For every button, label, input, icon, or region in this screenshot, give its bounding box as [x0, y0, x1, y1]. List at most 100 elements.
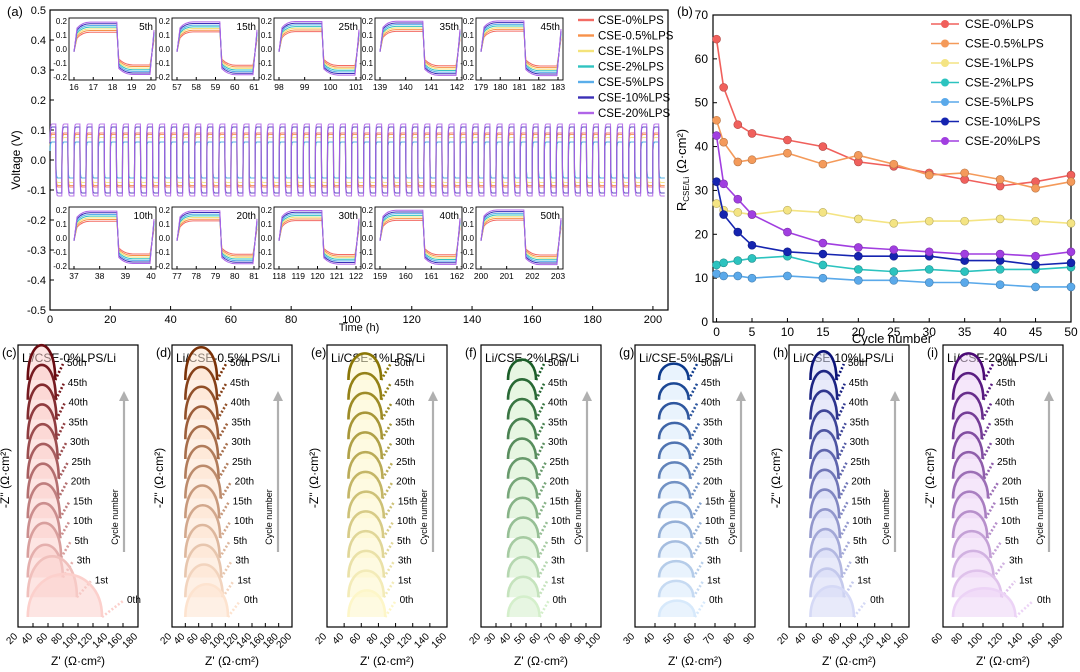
panel-a-inset-xtick-label: 79	[211, 271, 221, 281]
panel-c-xlabel: Z' (Ω·cm²)	[51, 654, 105, 668]
panel-a-inset-xtick-label: 142	[450, 82, 464, 92]
panel-a-inset-ytick-label: 0.2	[159, 17, 171, 26]
panel-c-tail	[57, 462, 69, 480]
panel-a-inset-xtick-label: 200	[474, 271, 488, 281]
panel-i-arc-fill	[953, 412, 982, 440]
panel-f-spectrum-label: 40th	[548, 398, 567, 409]
panel-h-arc	[809, 528, 842, 558]
panel-i-arc-fill	[953, 471, 989, 499]
panel-a-inset-xtick-label: 202	[525, 271, 539, 281]
panel-i-spectrum-label: 25th	[997, 457, 1016, 468]
panel-b-point-CSE-1%LPS	[783, 205, 792, 215]
panel-b-point-CSE-10%LPS	[719, 210, 728, 219]
panel-b-point-CSE-20%LPS	[960, 249, 969, 259]
panel-g-arc-fill	[659, 403, 689, 420]
panel-a-inset-xtick-label: 101	[349, 82, 363, 92]
panel-a-xtick-label: 120	[403, 314, 421, 326]
panel-a-inset-ytick-label: -0.1	[460, 59, 474, 68]
panel-h-arc	[809, 488, 841, 519]
panel-i-tail	[981, 442, 993, 460]
panel-a-xtick-label: 140	[463, 314, 481, 326]
panel-b-point-CSE-2%LPS	[889, 267, 899, 276]
panel-a-xtick-label: 180	[583, 314, 601, 326]
panel-f-arc-fill	[508, 379, 537, 400]
panel-a-inset-series-CSE-20%LPS	[379, 20, 461, 76]
panel-a-inset-label: 5th	[139, 22, 153, 33]
panel-d-tail	[216, 442, 229, 460]
panel-f-xtick-label: 30	[482, 631, 498, 647]
panel-b-point-CSE-5%LPS	[889, 276, 899, 285]
panel-b-xtick-label: 40	[993, 325, 1007, 339]
panel-a-inset-series-CSE-20%LPS	[73, 21, 155, 76]
panel-b-legend-label: CSE-0.5%LPS	[965, 37, 1044, 51]
panel-i-tail	[984, 501, 997, 519]
panel-d-xlabel: Z' (Ω·cm²)	[205, 654, 259, 668]
panel-c-spectrum-label: 10th	[73, 516, 92, 527]
panel-g-arc	[657, 599, 697, 618]
panel-h-arc-fill	[810, 586, 854, 617]
panel-b-resistance-plot: (b) 0 10 20 30 40 50 60 70 0 5 10 15 20 25 30 35 40 45 50 Cy…	[674, 4, 1078, 346]
panel-a-inset-ytick-label: 0.0	[261, 234, 273, 243]
panel-i-spectrum-label: 1st	[1019, 575, 1033, 586]
panel-f-arc-fill	[508, 517, 539, 538]
panel-g-tail	[689, 442, 701, 460]
panel-i-arc	[951, 451, 986, 479]
panel-d-frame	[171, 344, 293, 628]
panel-i-xtick-label: 60	[929, 631, 945, 647]
panel-f-xtick-label: 40	[497, 631, 513, 647]
panel-a-inset-label: 30th	[339, 211, 358, 222]
panel-a-xtick-label: 80	[285, 314, 297, 326]
panel-f-arc-fill	[508, 478, 538, 499]
panel-i-tail	[982, 383, 994, 401]
panel-a-inset-ytick-label: 0.0	[159, 234, 171, 243]
panel-i-arc	[951, 510, 989, 539]
panel-e-tail	[384, 600, 397, 618]
panel-g-arc-fill	[659, 561, 694, 578]
panel-a-inset-ytick-label: -0.2	[359, 262, 373, 271]
panel-i-arc-fill	[953, 373, 984, 400]
panel-h-tail	[837, 462, 848, 480]
panel-i-tail	[986, 521, 999, 539]
panel-c-spectrum-label: 25th	[72, 457, 91, 468]
panel-b-point-CSE-10%LPS	[818, 249, 828, 259]
panel-a-xtick-label: 200	[644, 314, 662, 326]
panel-g-arc	[657, 560, 695, 578]
panel-f-tail	[537, 521, 549, 539]
panel-f-tail	[538, 600, 550, 618]
panel-c-tail	[54, 363, 65, 381]
panel-a-ytick-label: -0.1	[27, 185, 46, 197]
panel-d-spectrum-label: 45th	[230, 378, 249, 389]
panel-a-inset-series-CSE-20%LPS	[480, 209, 562, 266]
panel-e-arc-fill	[348, 511, 384, 538]
panel-b-point-CSE-0.5%LPS	[1031, 183, 1040, 193]
panel-c-xtick-label: 40	[19, 631, 35, 647]
panel-g-arc	[657, 441, 692, 460]
panel-d-spectrum-label: 10th	[234, 516, 253, 527]
panel-f-tail	[536, 481, 547, 500]
panel-b-point-CSE-2%LPS	[747, 254, 757, 263]
panel-i-spectrum-label: 40th	[995, 398, 1014, 409]
panel-d-tail	[217, 462, 230, 480]
panel-g-tail	[690, 521, 703, 539]
panel-c-spectrum-label: 5th	[75, 536, 89, 547]
panel-b-point-CSE-0.5%LPS	[854, 151, 863, 160]
panel-d-arc	[184, 484, 221, 519]
panel-c-arc	[26, 521, 63, 558]
panel-f-xtick-label: 70	[542, 631, 558, 647]
panel-f-spectrum-label: 25th	[550, 457, 569, 468]
panel-a-inset-ytick-label: 0.2	[463, 206, 475, 215]
panel-a-inset-ytick-label: 0.1	[463, 31, 475, 40]
panel-i-spectrum-label: 3th	[1009, 556, 1023, 567]
panel-c-arc	[26, 462, 60, 499]
panel-g-arc-fill	[659, 442, 691, 459]
panel-a-inset-series-CSE-20%LPS	[73, 210, 155, 265]
panel-b-legend-marker	[941, 78, 949, 87]
panel-i-arc	[951, 490, 988, 519]
panel-c-cycle-arrow-head	[119, 391, 129, 401]
panel-a-inset-xtick-label: 118	[272, 271, 286, 281]
panel-b-point-CSE-20%LPS	[719, 179, 728, 189]
panel-h-tail	[838, 521, 850, 539]
panel-a-ytick-label: 0.3	[31, 65, 46, 77]
panel-g-eis: (g) Li/CSE-5%LPS/Li 30 40 50 60 70 80 90 Z' (Ω·cm…	[619, 344, 757, 668]
panel-a-inset-ytick-label: 0.2	[56, 206, 68, 215]
